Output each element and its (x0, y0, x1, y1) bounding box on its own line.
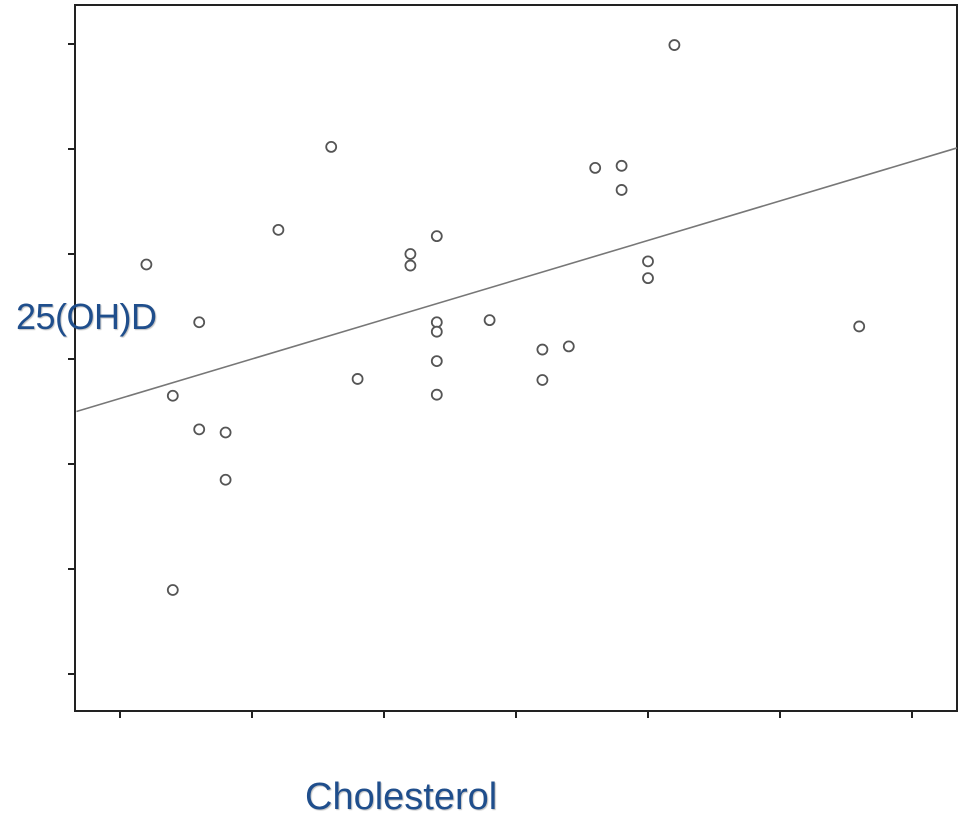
data-point (430, 388, 443, 401)
data-point (483, 314, 496, 327)
data-point (536, 374, 549, 386)
data-point (166, 389, 179, 402)
data-point (642, 272, 654, 285)
data-point (404, 248, 417, 260)
data-point (351, 373, 364, 385)
data-point (193, 316, 206, 329)
data-point (140, 258, 153, 271)
data-point (589, 161, 602, 174)
data-point (193, 423, 206, 436)
plot-frame (74, 4, 958, 712)
data-point (219, 426, 232, 439)
data-point (430, 230, 443, 243)
data-point (562, 340, 575, 353)
data-point (219, 473, 232, 486)
x-axis-label: Cholesterol (305, 776, 498, 818)
data-point (668, 39, 681, 51)
data-points (140, 39, 866, 596)
data-point (404, 259, 417, 272)
data-point (853, 320, 866, 333)
data-point (166, 584, 179, 596)
data-point (325, 140, 338, 153)
data-point (272, 223, 285, 236)
y-axis-ticks (68, 43, 75, 675)
x-axis-ticks (119, 711, 913, 718)
regression-line (76, 147, 958, 413)
data-point (430, 325, 443, 338)
data-point (536, 343, 549, 356)
data-point (615, 184, 628, 196)
y-axis-label: 25(OH)D (16, 296, 157, 337)
data-point (615, 159, 628, 172)
data-point (430, 316, 443, 329)
data-point (430, 355, 443, 368)
data-point (642, 255, 654, 268)
